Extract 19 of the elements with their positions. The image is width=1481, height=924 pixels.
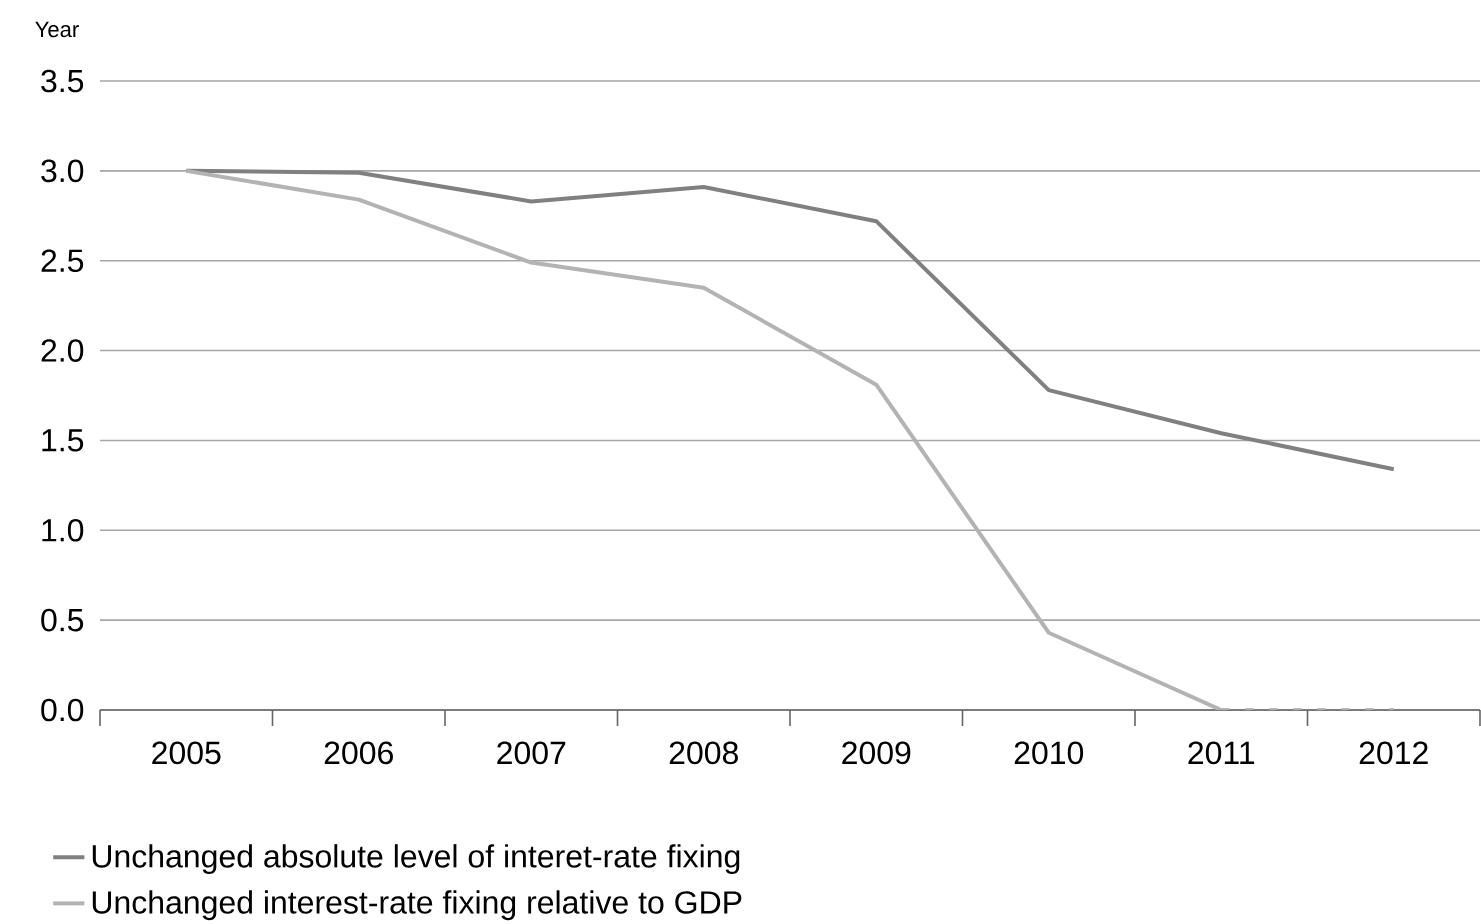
y-tick-label: 0.5 — [41, 608, 84, 632]
y-tick-label: 3.5 — [41, 69, 84, 93]
y-tick-label: 2.5 — [41, 249, 84, 272]
legend-label: Unchanged absolute level of interet-rate fixing — [92, 843, 740, 874]
legend-label: Unchanged interest-rate fixing relative to GDP — [92, 890, 742, 920]
y-tick-label: 0.0 — [41, 698, 84, 722]
y-tick-label: 1.0 — [42, 518, 84, 542]
y-tick-label: 2.0 — [41, 339, 84, 362]
y-tick-label: 3.0 — [41, 159, 84, 182]
x-tick-label: 2010 — [1014, 741, 1084, 764]
x-tick-label: 2008 — [669, 741, 738, 764]
x-tick-label: 2007 — [497, 741, 566, 764]
y-tick-label: 1.5 — [42, 429, 84, 452]
x-tick-label: 2009 — [842, 741, 911, 764]
y-axis-title: Year — [35, 21, 79, 37]
x-tick-label: 2005 — [152, 741, 221, 764]
x-tick-label: 2006 — [324, 741, 393, 764]
x-tick-label: 2012 — [1359, 741, 1428, 764]
x-tick-label: 2011 — [1188, 741, 1255, 764]
